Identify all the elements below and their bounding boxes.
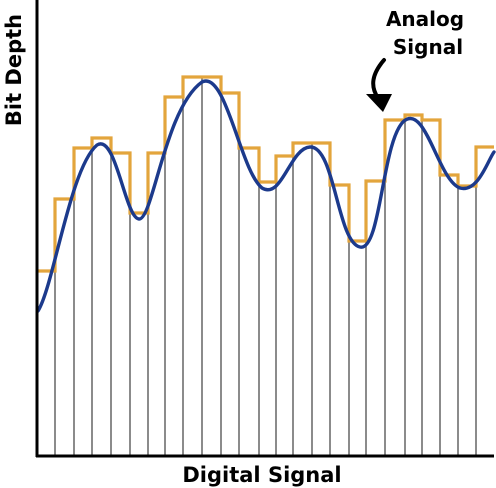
y-axis-label: Bit Depth: [2, 14, 26, 126]
annotation-text-line1: Analog: [386, 7, 464, 31]
digital-step-signal: [36, 75, 494, 273]
analog-signal-curve: [36, 79, 496, 313]
sample-lines: [54, 77, 477, 456]
annotation-text-line2: Signal: [393, 35, 463, 59]
annotation-arrow-icon: [366, 58, 392, 112]
x-axis-label: Digital Signal: [182, 463, 341, 487]
